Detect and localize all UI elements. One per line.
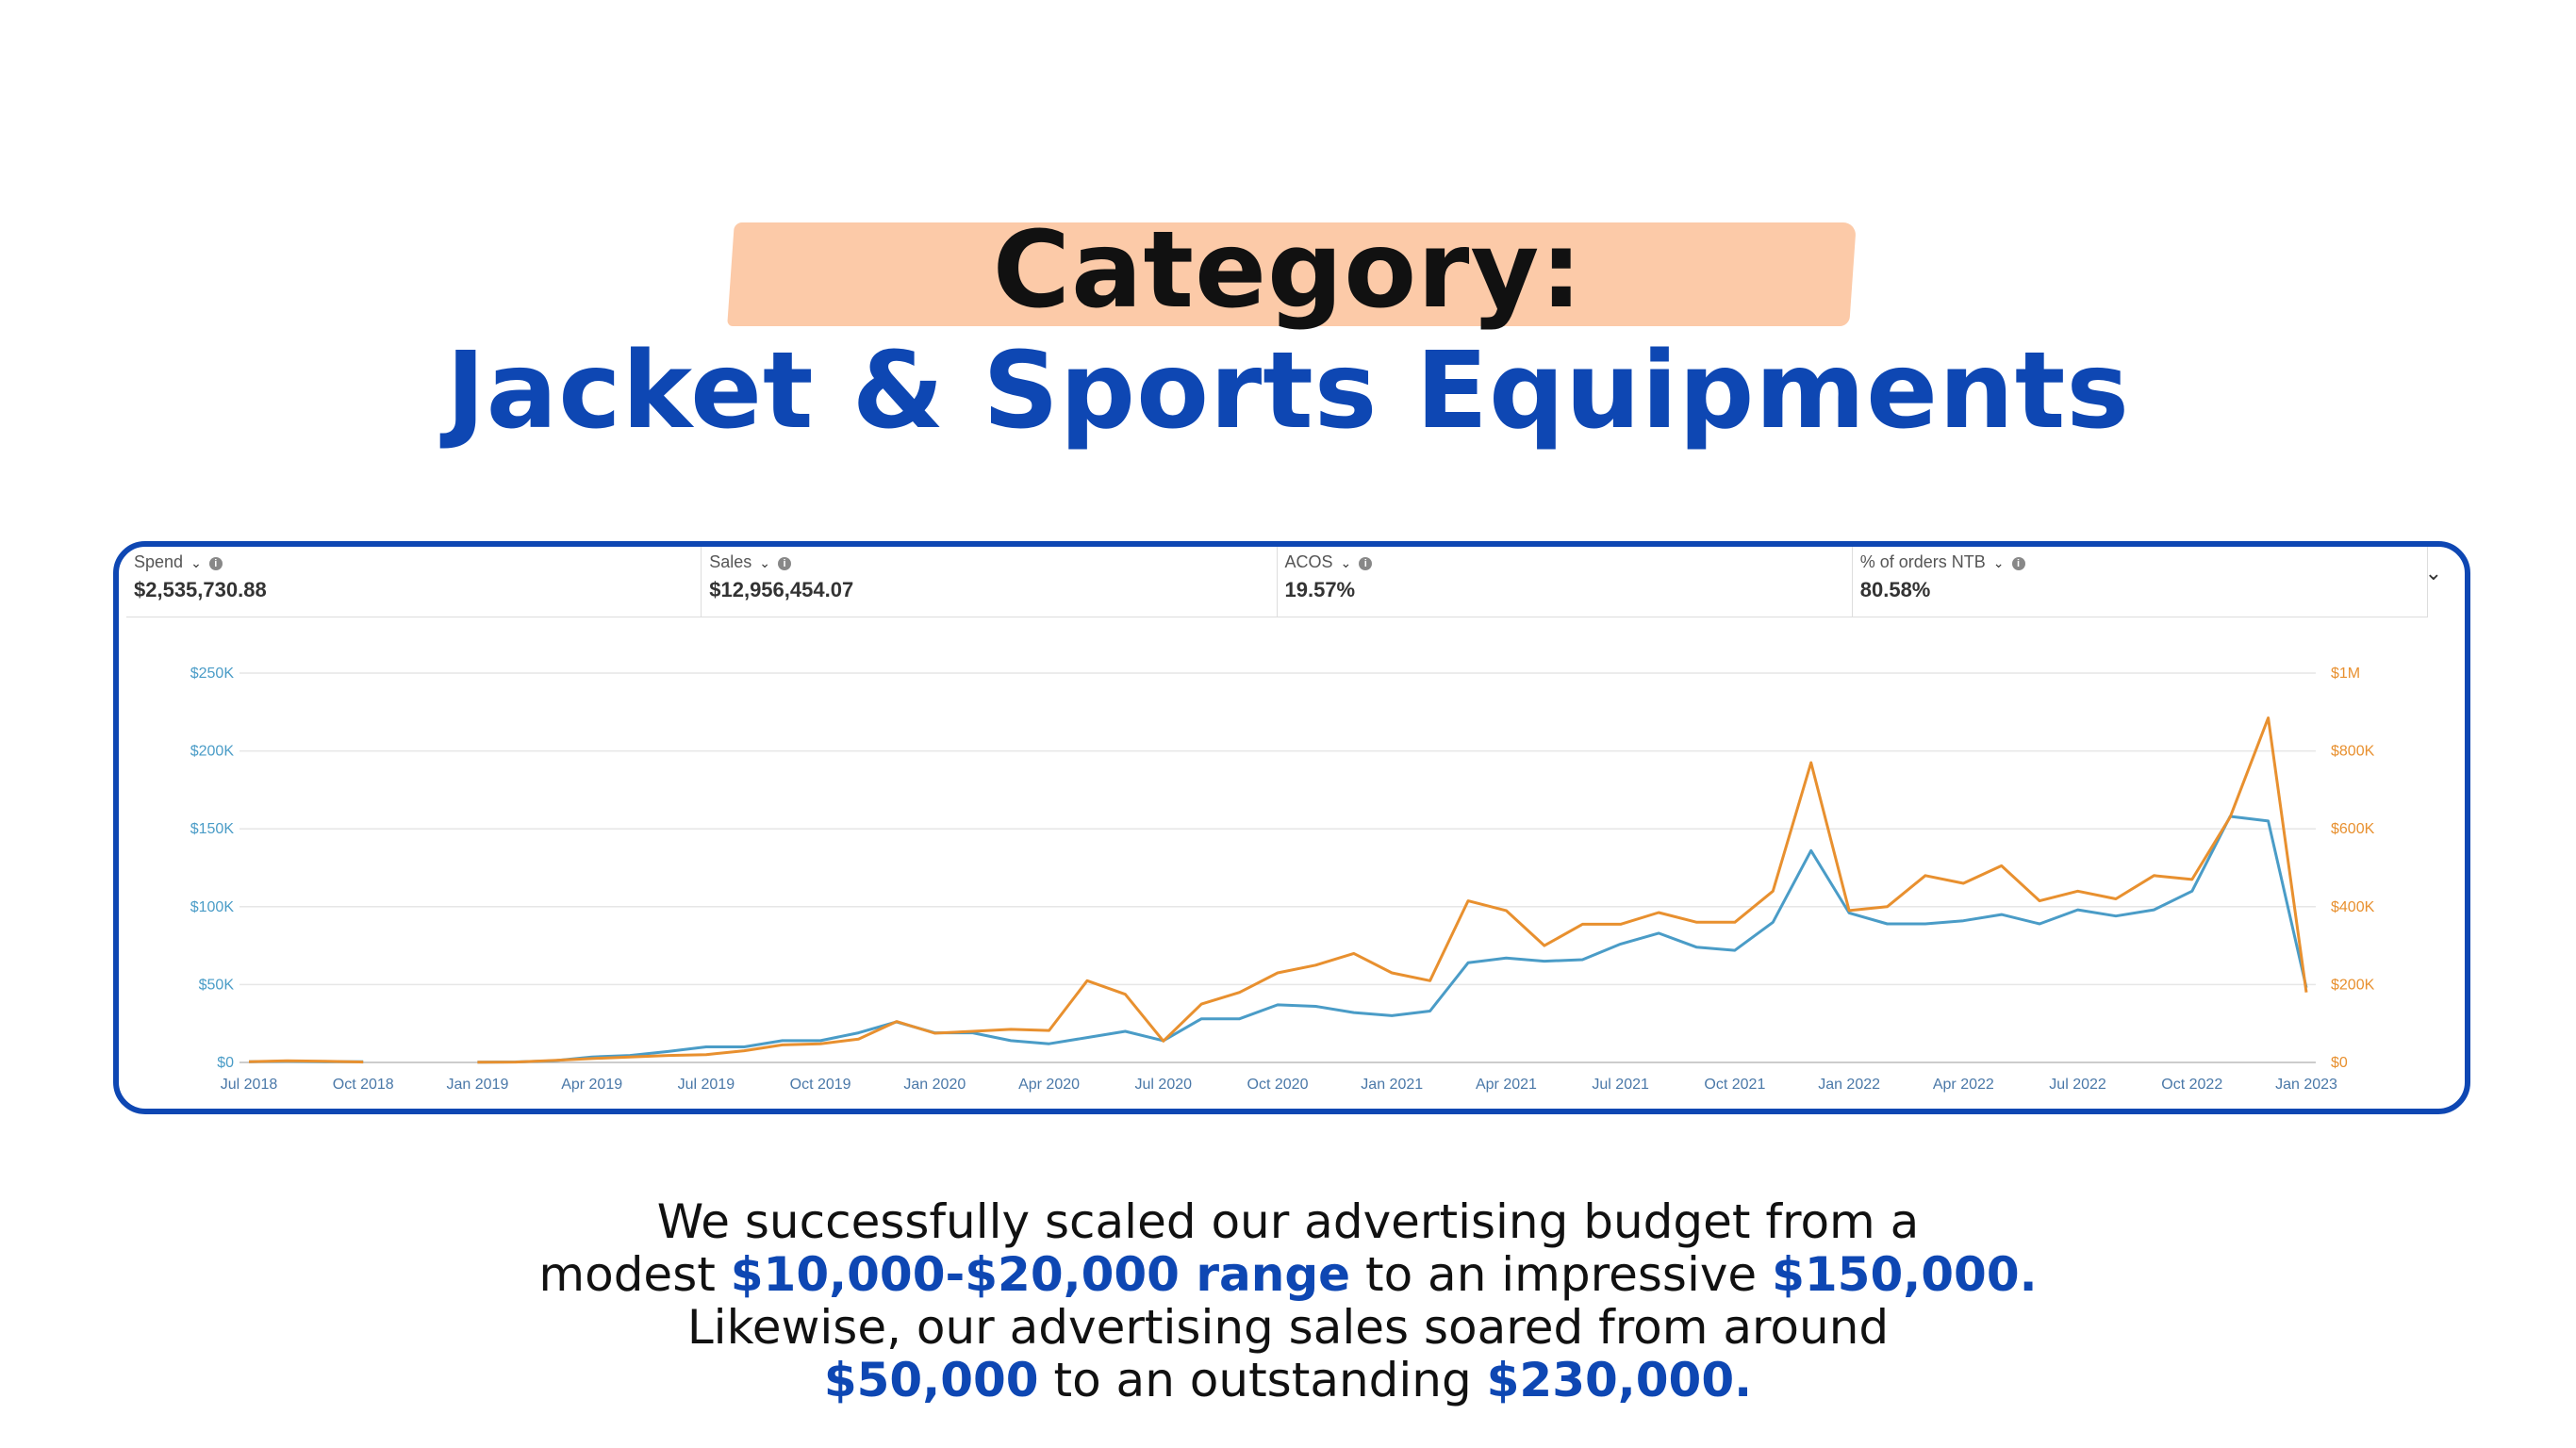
metrics-bar: Spend ⌄ i $2,535,730.88 Sales ⌄ i $12,956,45… xyxy=(126,547,2428,617)
x-tick-label: Apr 2019 xyxy=(561,1077,622,1093)
info-icon[interactable]: i xyxy=(1359,557,1373,570)
y-right-tick-label: $1M xyxy=(2331,666,2360,682)
chevron-down-icon[interactable]: ⌄ xyxy=(190,556,202,571)
metric-ntb-label: % of orders NTB xyxy=(1859,552,1986,571)
x-tick-label: Oct 2022 xyxy=(2161,1077,2222,1093)
metric-spend[interactable]: Spend ⌄ i $2,535,730.88 xyxy=(126,547,701,617)
metric-sales[interactable]: Sales ⌄ i $12,956,454.07 xyxy=(701,547,1276,617)
x-tick-label: Oct 2020 xyxy=(1247,1077,1309,1093)
chart-panel: Spend ⌄ i $2,535,730.88 Sales ⌄ i $12,956,45… xyxy=(113,541,2470,1114)
info-icon[interactable]: i xyxy=(208,557,223,570)
summary-line-2: modest $10,000-$20,000 range to an impre… xyxy=(0,1248,2576,1301)
y-left-tick-label: $100K xyxy=(190,899,235,915)
x-tick-label: Jul 2022 xyxy=(2049,1077,2106,1093)
chevron-down-icon[interactable]: ⌄ xyxy=(1992,556,2005,571)
x-tick-label: Apr 2021 xyxy=(1476,1077,1537,1093)
y-left-tick-label: $0 xyxy=(217,1055,234,1071)
y-left-tick-label: $150K xyxy=(190,821,235,837)
line-chart: $0 $0 $50K $200K $100K $400K $150K $600K $200K $8… xyxy=(190,666,2375,1093)
x-tick-label: Apr 2022 xyxy=(1933,1077,1994,1093)
y-right-tick-label: $800K xyxy=(2331,744,2375,760)
x-tick-label: Jan 2020 xyxy=(903,1077,966,1093)
series-line-sales xyxy=(248,716,2308,1064)
summary-line-1: We successfully scaled our advertising b… xyxy=(656,1194,1920,1249)
metric-sales-value: $12,956,454.07 xyxy=(709,578,854,601)
x-tick-label: Jul 2020 xyxy=(1135,1077,1193,1093)
metric-acos-label: ACOS xyxy=(1284,552,1333,571)
metric-sales-label: Sales xyxy=(709,552,752,571)
summary-line-4: $50,000 to an outstanding $230,000. xyxy=(0,1354,2576,1407)
category-label: Category: xyxy=(992,209,1584,332)
metric-ntb[interactable]: % of orders NTB ⌄ i 80.58% xyxy=(1851,547,2427,617)
metric-acos-value: 19.57% xyxy=(1284,578,1356,601)
summary-text: We successfully scaled our advertising b… xyxy=(0,1195,2576,1407)
x-tick-label: Jan 2023 xyxy=(2275,1077,2337,1093)
x-tick-label: Oct 2018 xyxy=(333,1077,394,1093)
category-title: Jacket & Sports Equipments xyxy=(445,330,2131,452)
x-tick-label: Jul 2021 xyxy=(1592,1077,1649,1093)
x-tick-label: Jan 2021 xyxy=(1361,1077,1423,1093)
highlight-sales-start: $50,000 xyxy=(823,1353,1039,1407)
chevron-down-icon[interactable]: ⌄ xyxy=(1340,556,1352,571)
y-right-tick-label: $400K xyxy=(2331,899,2375,915)
metric-ntb-value: 80.58% xyxy=(1859,578,1931,601)
x-tick-label: Jul 2018 xyxy=(221,1077,278,1093)
x-tick-label: Jan 2019 xyxy=(447,1077,509,1093)
y-right-tick-label: $0 xyxy=(2331,1055,2348,1071)
x-tick-label: Jul 2019 xyxy=(678,1077,735,1093)
series-line-spend xyxy=(248,814,2308,1064)
x-tick-label: Oct 2021 xyxy=(1704,1077,1765,1093)
highlight-sales-final: $230,000. xyxy=(1486,1353,1753,1407)
highlight-budget-final: $150,000. xyxy=(1772,1247,2038,1302)
highlight-budget-range: $10,000-$20,000 range xyxy=(730,1247,1351,1302)
metric-acos[interactable]: ACOS ⌄ i 19.57% xyxy=(1276,547,1852,617)
x-tick-label: Jan 2022 xyxy=(1818,1077,1880,1093)
chevron-down-icon[interactable]: ⌄ xyxy=(759,556,771,571)
metric-spend-label: Spend xyxy=(134,552,184,571)
x-tick-label: Oct 2019 xyxy=(790,1077,851,1093)
y-right-tick-label: $600K xyxy=(2331,821,2375,837)
summary-text-plain: modest xyxy=(538,1247,731,1302)
x-tick-label: Apr 2020 xyxy=(1018,1077,1080,1093)
info-icon[interactable]: i xyxy=(778,557,792,570)
metric-spend-value: $2,535,730.88 xyxy=(134,578,267,601)
y-left-tick-label: $50K xyxy=(199,977,235,993)
summary-text-plain: to an outstanding xyxy=(1038,1353,1487,1407)
y-left-tick-label: $250K xyxy=(190,666,235,682)
y-left-tick-label: $200K xyxy=(190,744,235,760)
expand-chevron-icon[interactable]: ⌄ xyxy=(2424,562,2442,585)
y-right-tick-label: $200K xyxy=(2331,977,2375,993)
info-icon[interactable]: i xyxy=(2011,557,2025,570)
summary-text-plain: to an impressive xyxy=(1350,1247,1773,1302)
summary-line-3: Likewise, our advertising sales soared f… xyxy=(686,1300,1890,1355)
